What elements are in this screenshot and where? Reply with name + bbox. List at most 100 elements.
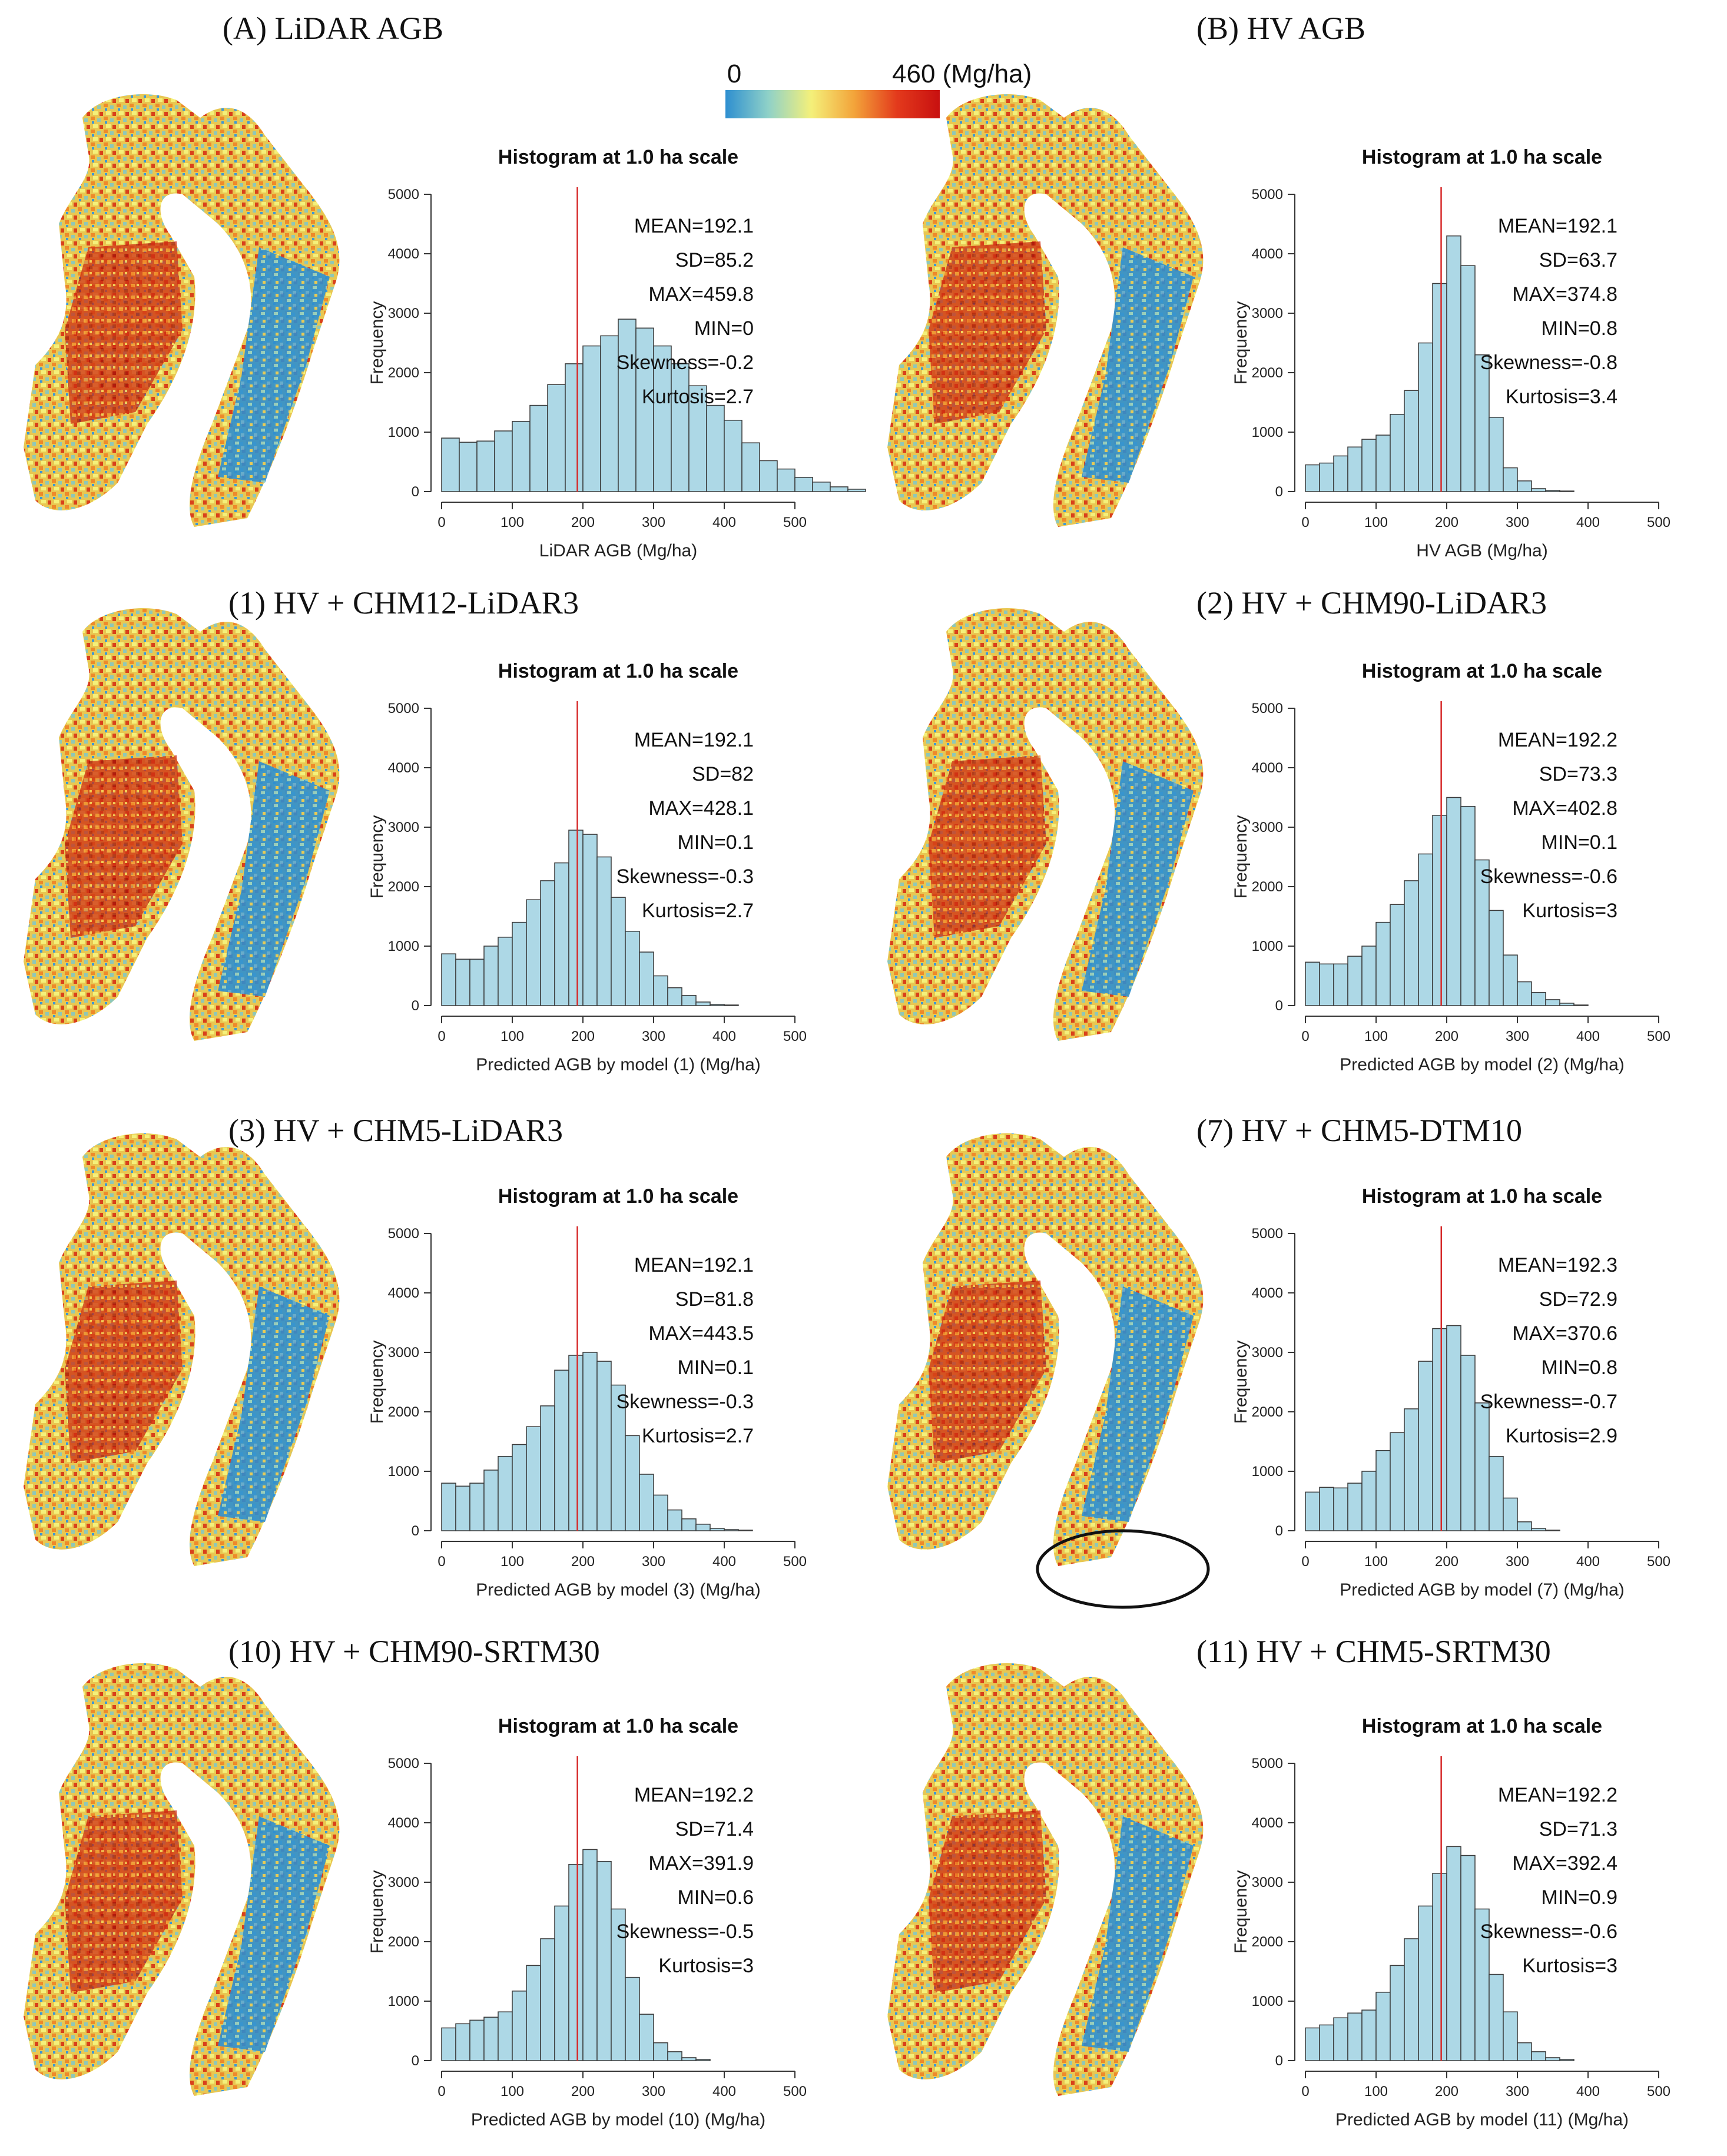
stat-line: MEAN=192.1 bbox=[1498, 215, 1617, 237]
histogram-bar bbox=[1361, 1471, 1377, 1531]
histogram-bar bbox=[1531, 992, 1546, 1006]
histogram-bar bbox=[582, 1849, 598, 2061]
stat-line: Skewness=-0.3 bbox=[616, 865, 754, 888]
histogram-bar bbox=[653, 2042, 668, 2061]
histogram-bar bbox=[554, 862, 569, 1006]
histogram-bar bbox=[681, 1518, 697, 1531]
panel-6: (7) HV + CHM5-DTM10 Histogram at 1.0 ha s… bbox=[887, 1113, 1670, 1609]
histogram-bar bbox=[565, 363, 584, 492]
x-tick-label: 200 bbox=[571, 1029, 595, 1044]
panel-title: (10) HV + CHM90-SRTM30 bbox=[228, 1634, 600, 1669]
x-tick-label: 400 bbox=[712, 515, 736, 530]
x-tick-label: 0 bbox=[1301, 2084, 1309, 2099]
y-tick-label: 2000 bbox=[388, 365, 419, 381]
panel-title: (11) HV + CHM5-SRTM30 bbox=[1196, 1634, 1551, 1669]
histogram-bar bbox=[1375, 1450, 1391, 1531]
histogram-bar bbox=[847, 489, 866, 492]
histogram-bar bbox=[483, 1470, 499, 1531]
histogram-bar bbox=[1361, 2009, 1377, 2061]
histogram-bar bbox=[1333, 455, 1348, 492]
x-tick-label: 300 bbox=[642, 1029, 665, 1044]
stat-line: MEAN=192.1 bbox=[634, 729, 754, 751]
histogram-bar bbox=[777, 468, 795, 492]
map-low-biomass-region bbox=[218, 1816, 330, 2052]
histogram-bar bbox=[1319, 963, 1334, 1006]
histogram-bar bbox=[1305, 1491, 1320, 1531]
histogram-bar bbox=[1333, 2017, 1348, 2061]
x-tick-label: 400 bbox=[712, 1029, 736, 1044]
histogram-bar bbox=[1319, 1487, 1334, 1531]
y-axis-label: Frequency bbox=[367, 1341, 387, 1424]
panel-title: (3) HV + CHM5-LiDAR3 bbox=[228, 1113, 563, 1148]
histogram-bar bbox=[596, 1860, 612, 2061]
histogram-bar bbox=[483, 946, 499, 1006]
x-tick-label: 500 bbox=[783, 1554, 807, 1570]
x-tick-label: 300 bbox=[1506, 1029, 1529, 1044]
stat-line: MEAN=192.1 bbox=[634, 215, 754, 237]
histogram-chart: Histogram at 1.0 ha scale 0 100 200 300 400 50… bbox=[1231, 146, 1670, 560]
histogram-bar bbox=[1489, 1456, 1504, 1531]
x-tick-label: 300 bbox=[1506, 1554, 1529, 1570]
histogram-bar bbox=[455, 958, 470, 1006]
histogram-bar bbox=[540, 1938, 555, 2061]
stat-line: MIN=0.1 bbox=[678, 1356, 754, 1379]
histogram-chart: Histogram at 1.0 ha scale 0 100 200 300 400 50… bbox=[367, 1185, 807, 1600]
histogram-bar bbox=[568, 1863, 584, 2061]
histogram-bar bbox=[1305, 961, 1320, 1006]
stat-line: MAX=402.8 bbox=[1512, 797, 1617, 820]
histogram-bar bbox=[1375, 434, 1391, 492]
x-axis-label: Predicted AGB by model (11) (Mg/ha) bbox=[1335, 2110, 1629, 2130]
map-high-biomass-region bbox=[929, 1281, 1046, 1463]
stat-line: MEAN=192.2 bbox=[634, 1784, 754, 1806]
x-tick-label: 100 bbox=[500, 515, 524, 530]
y-tick-label: 4000 bbox=[388, 1285, 419, 1301]
histogram-title: Histogram at 1.0 ha scale bbox=[1362, 660, 1602, 682]
stat-line: SD=63.7 bbox=[1539, 249, 1617, 271]
histogram-bar bbox=[1531, 1528, 1546, 1531]
histogram-bar bbox=[710, 1528, 725, 1531]
colorbar-ramp bbox=[725, 90, 940, 118]
x-tick-label: 300 bbox=[1506, 515, 1529, 530]
histogram-bar bbox=[741, 442, 760, 492]
y-tick-label: 3000 bbox=[1252, 1345, 1283, 1361]
map-high-biomass-region bbox=[65, 1281, 183, 1463]
x-tick-label: 500 bbox=[783, 2084, 807, 2099]
histogram-bar bbox=[498, 2011, 513, 2061]
histogram-bar bbox=[1390, 1965, 1405, 2061]
histogram-bar bbox=[1347, 446, 1363, 492]
histogram-bar bbox=[706, 404, 725, 492]
y-axis-label: Frequency bbox=[367, 815, 387, 899]
y-tick-label: 3000 bbox=[1252, 820, 1283, 835]
histogram-bar bbox=[724, 1529, 739, 1531]
stat-line: MIN=0 bbox=[694, 317, 754, 340]
histogram-bar bbox=[671, 363, 690, 492]
histogram-bar bbox=[1517, 2042, 1532, 2061]
stat-line: SD=73.3 bbox=[1539, 763, 1617, 785]
map-low-biomass-region bbox=[218, 247, 330, 483]
histogram-bar bbox=[1333, 963, 1348, 1006]
y-tick-label: 4000 bbox=[1252, 1285, 1283, 1301]
colorbar: 0 460 (Mg/ha) bbox=[725, 59, 1032, 118]
histogram-bar bbox=[1474, 859, 1490, 1006]
y-tick-label: 5000 bbox=[388, 1756, 419, 1772]
histogram-bar bbox=[1545, 999, 1560, 1006]
histogram-title: Histogram at 1.0 ha scale bbox=[498, 146, 738, 168]
histogram-bar bbox=[1404, 880, 1419, 1006]
x-tick-label: 500 bbox=[1647, 515, 1670, 530]
histogram-chart: Histogram at 1.0 ha scale 0 100 200 300 400 50… bbox=[367, 1715, 807, 2130]
histogram-bar bbox=[1404, 390, 1419, 492]
histogram-bar bbox=[554, 1905, 569, 2061]
histogram-bar bbox=[441, 953, 456, 1006]
histogram-bar bbox=[494, 430, 513, 492]
stat-line: MAX=428.1 bbox=[648, 797, 754, 820]
x-axis-label: Predicted AGB by model (1) (Mg/ha) bbox=[476, 1055, 761, 1074]
y-axis-label: Frequency bbox=[1231, 301, 1251, 385]
stat-line: MIN=0.8 bbox=[1542, 1356, 1617, 1379]
histogram-bar bbox=[1545, 490, 1560, 492]
histogram-bar bbox=[639, 2014, 654, 2061]
y-axis-label: Frequency bbox=[1231, 1341, 1251, 1424]
histogram-bar bbox=[724, 1004, 739, 1006]
histogram-bar bbox=[441, 2027, 456, 2061]
histogram-bar bbox=[554, 1369, 569, 1531]
histogram-bar bbox=[455, 2023, 470, 2061]
